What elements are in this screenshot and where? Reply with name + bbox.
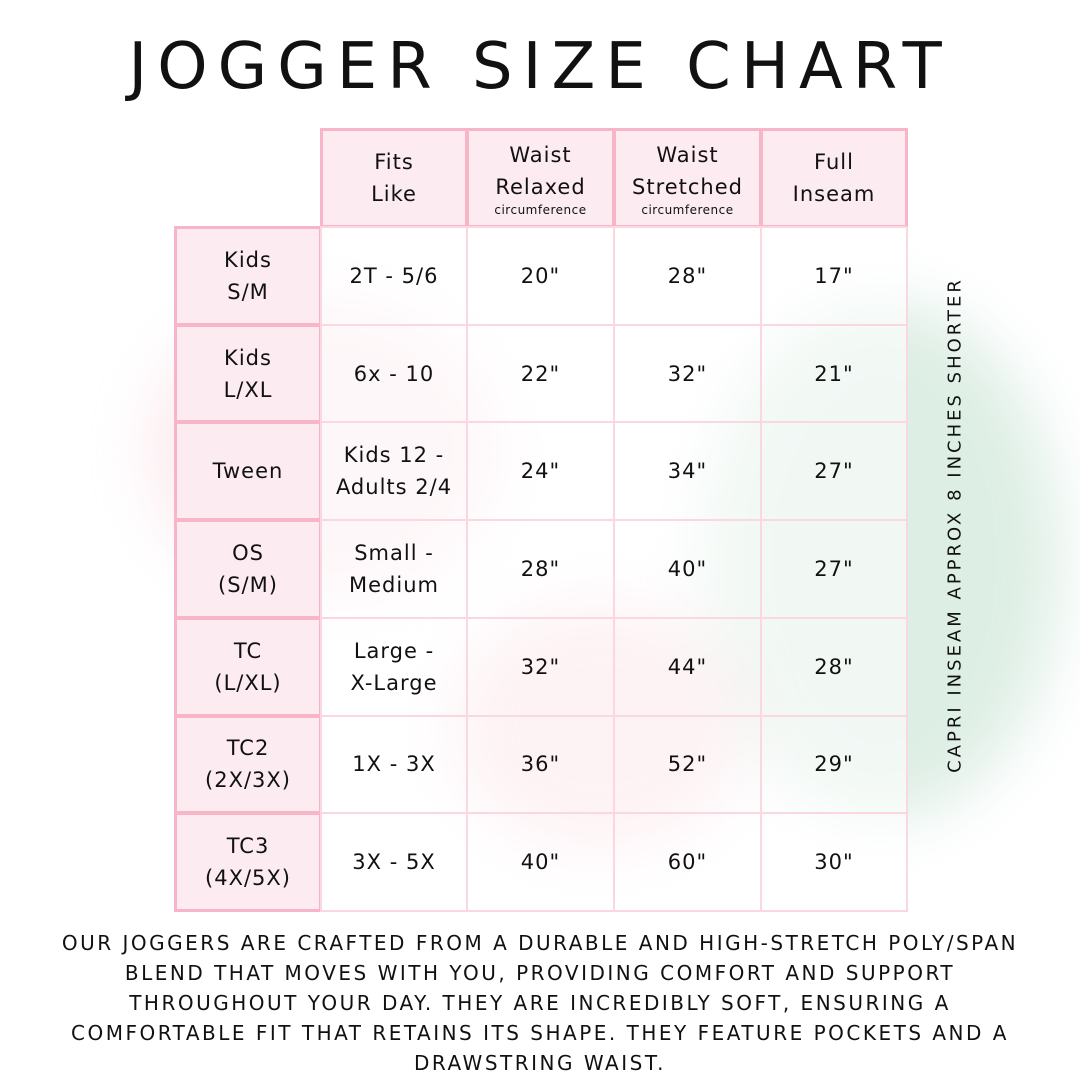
cell-text: 36" — [520, 752, 561, 777]
cell-stretched: 28" — [613, 226, 762, 326]
cell-text: 6x - 10 — [353, 361, 435, 386]
cell-fits-like: 1X - 3X — [320, 714, 468, 815]
cell-relaxed: 32" — [466, 616, 615, 717]
cell-text: 3X - 5X — [352, 850, 436, 875]
cell-stretched: 32" — [613, 323, 762, 424]
cell-stretched: 40" — [613, 519, 762, 619]
cell-text: Kids 12 - — [343, 443, 445, 468]
row-header-size: TC2 (2X/3X) — [174, 714, 322, 815]
cell-text: 17" — [814, 263, 854, 288]
row-header-size: OS (S/M) — [174, 519, 322, 619]
cell-text: Waist — [656, 143, 719, 167]
cell-text: TC — [233, 638, 263, 663]
row-header-size: Tween — [174, 421, 322, 522]
cell-text: (4X/5X) — [205, 866, 291, 891]
cell-text: 28" — [814, 654, 854, 679]
cell-text: S/M — [227, 279, 269, 304]
cell-text: L/XL — [223, 377, 273, 402]
cell-relaxed: 28" — [466, 519, 615, 619]
cell-text: 52" — [667, 752, 708, 777]
cell-text: X-Large — [350, 670, 438, 695]
cell-relaxed: 36" — [466, 714, 615, 815]
cell-relaxed: 40" — [466, 812, 615, 912]
column-header: Waist Relaxed circumference — [466, 128, 615, 228]
capri-note: CAPRI INSEAM APPROX 8 INCHES SHORTER — [944, 277, 966, 773]
column-header: Full Inseam — [760, 128, 908, 228]
cell-stretched: 44" — [613, 616, 762, 717]
cell-text: 29" — [814, 752, 854, 777]
cell-text: Inseam — [792, 182, 876, 206]
cell-relaxed: 22" — [466, 323, 615, 424]
cell-inseam: 27" — [760, 421, 908, 522]
cell-fits-like: 3X - 5X — [320, 812, 468, 912]
cell-inseam: 27" — [760, 519, 908, 619]
row-header-size: TC (L/XL) — [174, 616, 322, 717]
cell-relaxed: 24" — [466, 421, 615, 522]
cell-text: circumference — [641, 203, 734, 217]
page-title: JOGGER SIZE CHART — [128, 30, 952, 104]
cell-text: Tween — [212, 459, 284, 484]
cell-text: 40" — [667, 556, 708, 581]
cell-text: Small - — [354, 540, 434, 565]
cell-text: 21" — [814, 361, 854, 386]
cell-stretched: 34" — [613, 421, 762, 522]
cell-text: TC3 — [226, 834, 270, 859]
cell-inseam: 30" — [760, 812, 908, 912]
cell-text: Fits — [374, 150, 414, 174]
row-header-size: TC3 (4X/5X) — [174, 812, 322, 912]
cell-text: 27" — [814, 556, 854, 581]
cell-text: 28" — [667, 263, 708, 288]
cell-text: TC2 — [226, 736, 270, 761]
cell-text: 30" — [814, 850, 854, 875]
cell-inseam: 29" — [760, 714, 908, 815]
cell-text: 32" — [667, 361, 708, 386]
cell-text: 32" — [520, 654, 561, 679]
column-header: Fits Like — [320, 128, 468, 228]
cell-text: Medium — [349, 572, 439, 597]
cell-inseam: 28" — [760, 616, 908, 717]
column-header: Waist Stretched circumference — [613, 128, 762, 228]
cell-stretched: 60" — [613, 812, 762, 912]
cell-text: circumference — [494, 203, 587, 217]
cell-text: OS — [232, 540, 264, 565]
cell-text: 22" — [520, 361, 561, 386]
cell-text: (2X/3X) — [205, 768, 291, 793]
cell-fits-like: 6x - 10 — [320, 323, 468, 424]
cell-text: Adults 2/4 — [335, 475, 453, 500]
cell-fits-like: Small - Medium — [320, 519, 468, 619]
cell-text: 24" — [520, 459, 561, 484]
cell-fits-like: Kids 12 - Adults 2/4 — [320, 421, 468, 522]
cell-fits-like: Large - X-Large — [320, 616, 468, 717]
cell-text: Large - — [353, 638, 435, 663]
cell-stretched: 52" — [613, 714, 762, 815]
row-header-size: Kids S/M — [174, 226, 322, 326]
cell-text: Kids — [224, 345, 272, 370]
row-header-size: Kids L/XL — [174, 323, 322, 424]
cell-text: 1X - 3X — [352, 752, 436, 777]
cell-text: Full — [814, 150, 854, 174]
cell-text: Like — [371, 182, 417, 206]
product-description: Our joggers are crafted from a durable a… — [61, 931, 1019, 1075]
cell-text: Stretched — [632, 175, 743, 199]
cell-inseam: 21" — [760, 323, 908, 424]
cell-text: Waist — [509, 143, 572, 167]
cell-fits-like: 2T - 5/6 — [320, 226, 468, 326]
cell-text: Relaxed — [495, 175, 586, 199]
cell-text: Kids — [224, 247, 272, 272]
cell-text: 2T - 5/6 — [349, 263, 439, 288]
cell-text: 60" — [667, 850, 708, 875]
cell-text: (S/M) — [218, 572, 278, 597]
cell-text: 34" — [667, 459, 708, 484]
cell-text: 28" — [520, 556, 561, 581]
cell-text: (L/XL) — [214, 670, 282, 695]
cell-text: 44" — [667, 654, 708, 679]
cell-inseam: 17" — [760, 226, 908, 326]
cell-text: 40" — [520, 850, 561, 875]
cell-text: 20" — [520, 263, 561, 288]
cell-text: 27" — [814, 459, 854, 484]
cell-relaxed: 20" — [466, 226, 615, 326]
